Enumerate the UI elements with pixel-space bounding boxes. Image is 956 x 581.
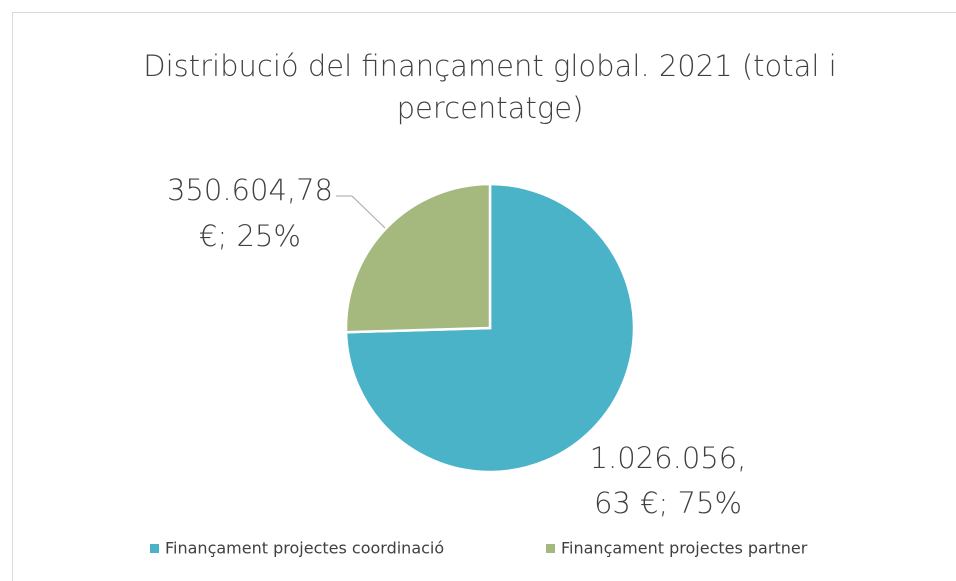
leader-line (336, 195, 386, 229)
data-label: 350.604,78 (167, 173, 333, 207)
legend-swatch (546, 544, 555, 553)
chart-title: Distribució del finançament global. 2021… (143, 49, 837, 83)
data-label: €; 25% (199, 219, 301, 253)
legend-label: Finançament projectes partner (561, 539, 808, 558)
pie-slice (344, 182, 492, 334)
chart-title: percentatge) (397, 91, 584, 125)
data-label: 1.026.056, (590, 441, 747, 475)
legend-swatch (150, 544, 159, 553)
legend-label: Finançament projectes coordinació (165, 539, 444, 558)
data-label: 63 €; 75% (594, 486, 742, 520)
